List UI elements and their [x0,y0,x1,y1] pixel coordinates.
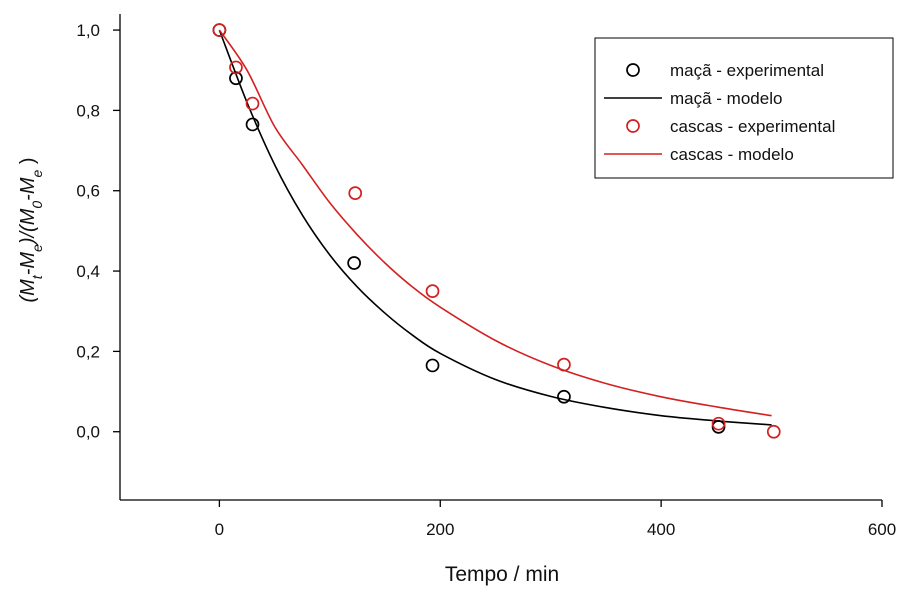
x-tick-label: 600 [868,520,896,539]
legend-label: maçã - modelo [670,89,782,108]
data-point [766,424,781,439]
data-point [347,256,361,270]
y-tick-label: 0,4 [76,262,100,281]
series-layer [212,23,781,439]
y-axis-title-part: )/(M [17,208,39,246]
legend-marker [626,119,640,133]
y-tick-label: 0,6 [76,182,100,201]
data-point [229,60,243,75]
legend: maçã - experimental maçã - modelo cascas -… [594,37,894,179]
data-point [557,389,571,404]
series-line [218,29,772,426]
y-axis-title-part: e [29,244,45,252]
data-point [212,23,227,37]
data-point [425,284,440,298]
x-tick-label: 0 [215,520,224,539]
x-tick-label: 200 [426,520,454,539]
data-point [425,358,440,373]
axes [119,14,882,501]
data-point [229,71,243,86]
legend-label: maçã - experimental [670,61,824,80]
y-axis-title-part: e [29,170,45,178]
x-tick-label: 400 [647,520,675,539]
y-axis-title: (Mt-Me)/(M0-Me ) [17,157,45,302]
legend-label: cascas - modelo [670,145,794,164]
data-point [245,96,260,111]
y-axis-title-part: t [29,274,45,279]
y-axis-title-part: 0 [29,201,45,209]
legend-label: cascas - experimental [670,117,835,136]
x-axis-title: Tempo / min [445,563,559,586]
y-tick-label: 0,2 [76,342,100,361]
data-point [557,357,571,372]
series-line [218,29,772,417]
y-tick-label: 0,0 [76,423,100,442]
data-point [348,186,363,200]
y-tick-label: 0,8 [76,101,100,120]
y-tick-label: 1,0 [76,21,100,40]
data-point [711,416,726,431]
y-axis-title-part: ) [17,157,39,169]
data-point [245,117,260,132]
ticks: 0,0 0,2 0,4 0,6 0,8 1,0 0 200 400 600 [76,21,896,539]
legend-marker [626,63,640,77]
y-axis-title-part: -M [17,177,39,201]
y-axis-title-part: (M [17,279,39,303]
y-axis-title-part: -M [17,252,39,276]
